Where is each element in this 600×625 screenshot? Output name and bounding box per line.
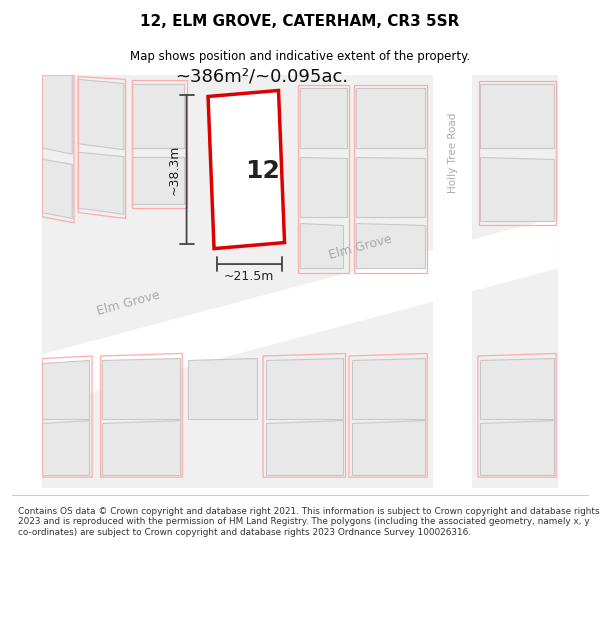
Polygon shape	[42, 217, 558, 406]
Polygon shape	[266, 357, 343, 419]
Polygon shape	[42, 75, 72, 154]
Polygon shape	[352, 421, 425, 474]
Text: Map shows position and indicative extent of the property.: Map shows position and indicative extent…	[130, 50, 470, 62]
Text: ~386m²/~0.095ac.: ~386m²/~0.095ac.	[175, 68, 348, 85]
Polygon shape	[133, 84, 184, 148]
Polygon shape	[103, 421, 179, 474]
Polygon shape	[78, 152, 124, 214]
Polygon shape	[42, 360, 89, 419]
Polygon shape	[433, 75, 472, 488]
Polygon shape	[352, 357, 425, 419]
Polygon shape	[481, 84, 554, 148]
Polygon shape	[208, 91, 284, 249]
Text: 12, ELM GROVE, CATERHAM, CR3 5SR: 12, ELM GROVE, CATERHAM, CR3 5SR	[140, 14, 460, 29]
Polygon shape	[42, 421, 89, 474]
Polygon shape	[103, 357, 179, 419]
Polygon shape	[78, 79, 124, 150]
Text: ~38.3m: ~38.3m	[167, 144, 180, 195]
Text: ~21.5m: ~21.5m	[224, 271, 274, 284]
Polygon shape	[188, 357, 257, 419]
Text: Contains OS data © Crown copyright and database right 2021. This information is : Contains OS data © Crown copyright and d…	[18, 507, 599, 536]
Text: Holly Tree Road: Holly Tree Road	[448, 112, 458, 192]
Polygon shape	[481, 157, 554, 221]
Polygon shape	[356, 88, 425, 148]
Polygon shape	[481, 421, 554, 474]
Text: 12: 12	[245, 159, 280, 183]
Polygon shape	[356, 222, 425, 268]
Polygon shape	[481, 357, 554, 419]
Polygon shape	[42, 159, 72, 219]
Polygon shape	[300, 157, 347, 217]
Text: Elm Grove: Elm Grove	[327, 232, 393, 261]
Polygon shape	[300, 222, 343, 268]
Polygon shape	[300, 88, 347, 148]
Polygon shape	[133, 157, 184, 204]
Polygon shape	[266, 421, 343, 474]
Text: Elm Grove: Elm Grove	[95, 288, 161, 318]
Polygon shape	[356, 157, 425, 217]
